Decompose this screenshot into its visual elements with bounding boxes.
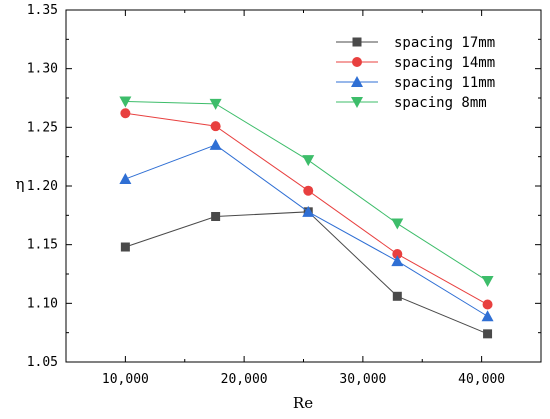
y-tick-label: 1.30: [27, 62, 58, 77]
data-point: [119, 96, 132, 108]
data-point: [391, 218, 404, 230]
legend-marker: [351, 97, 363, 108]
x-tick-label: 10,000: [102, 372, 149, 387]
legend-item: spacing 17mm: [336, 35, 495, 51]
data-point: [209, 98, 222, 110]
legend-marker: [351, 76, 363, 87]
data-point: [392, 291, 402, 301]
data-point: [211, 212, 221, 222]
data-point: [391, 255, 404, 267]
data-point: [302, 155, 315, 167]
y-tick-label: 1.15: [27, 238, 58, 253]
y-tick-label: 1.05: [27, 355, 58, 370]
data-point: [210, 121, 221, 132]
data-point: [392, 249, 403, 260]
data-point: [303, 185, 314, 196]
y-tick-label: 1.35: [27, 3, 58, 18]
series-line: [125, 211, 488, 335]
data-point: [209, 138, 222, 150]
series-line: [125, 144, 488, 317]
x-axis-label: Re: [293, 394, 313, 412]
legend-marker: [352, 37, 362, 47]
series-layer: [119, 96, 494, 339]
legend: spacing 17mm spacing 14mm spacing 11mm spac…: [336, 35, 495, 111]
legend-marker: [352, 57, 362, 67]
x-axis: 10,000 20,000 30,000 40,000: [65, 10, 542, 387]
x-tick-label: 30,000: [339, 372, 386, 387]
y-tick-label: 1.25: [27, 120, 58, 135]
y-axis: 1.05 1.10 1.15 1.20 1.25 1.30 1.35: [27, 3, 541, 370]
data-point: [481, 276, 494, 288]
legend-item: spacing 8mm: [336, 95, 487, 111]
data-point: [120, 108, 131, 119]
series-3: [119, 138, 494, 322]
legend-item: spacing 11mm: [336, 75, 495, 91]
series-4: [119, 96, 494, 288]
y-tick-label: 1.10: [27, 296, 58, 311]
legend-label: spacing 17mm: [394, 35, 495, 51]
y-axis-label: η: [16, 175, 25, 193]
data-point: [120, 242, 130, 252]
series-1: [120, 207, 493, 339]
data-point: [481, 310, 494, 322]
data-point: [482, 299, 493, 310]
y-tick-label: 1.20: [27, 179, 58, 194]
legend-item: spacing 14mm: [336, 55, 495, 71]
data-point: [483, 329, 493, 339]
legend-label: spacing 11mm: [394, 75, 495, 91]
legend-label: spacing 8mm: [394, 95, 487, 111]
legend-label: spacing 14mm: [394, 55, 495, 71]
data-point: [119, 172, 132, 184]
x-tick-label: 20,000: [221, 372, 268, 387]
x-tick-label: 40,000: [458, 372, 505, 387]
series-2: [120, 108, 493, 310]
data-point: [302, 205, 315, 217]
